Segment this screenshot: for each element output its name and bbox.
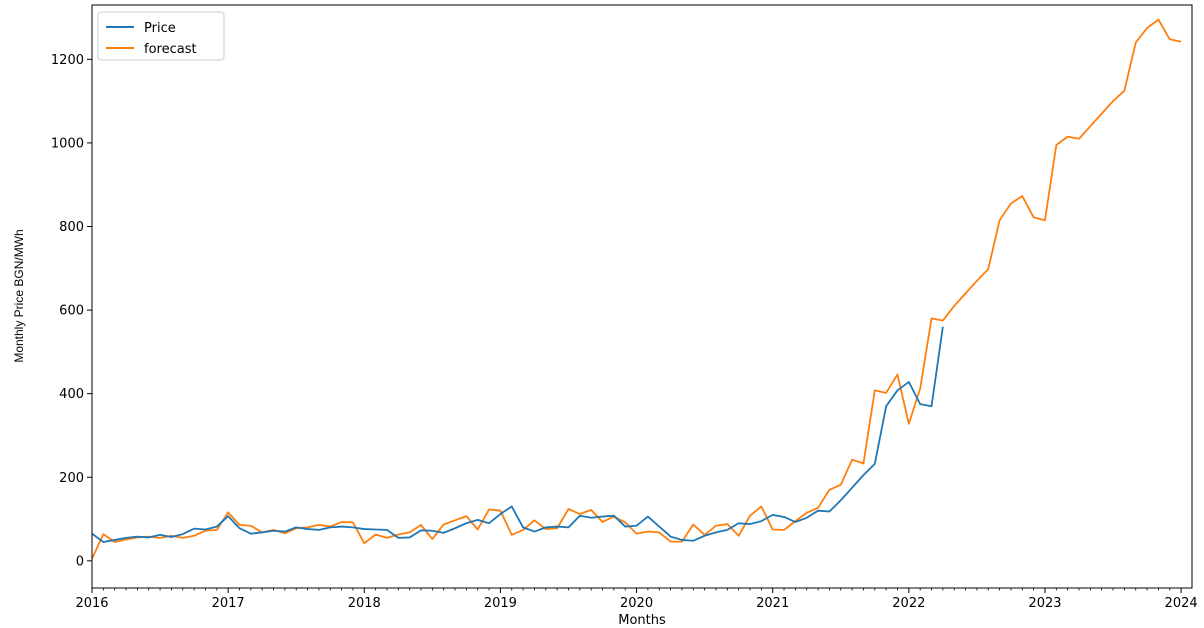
legend-price-label: Price <box>144 21 176 36</box>
plot-area <box>92 5 1192 588</box>
x-tick-label: 2022 <box>892 596 925 611</box>
x-tick-label: 2024 <box>1165 596 1198 611</box>
x-axis-label: Months <box>618 613 666 628</box>
x-tick-label: 2019 <box>484 596 517 611</box>
y-tick-label: 200 <box>59 471 84 486</box>
x-tick-label: 2018 <box>348 596 381 611</box>
x-tick-label: 2023 <box>1028 596 1061 611</box>
plot-frame <box>91 4 1193 589</box>
series-line-price <box>92 326 944 543</box>
y-axis: 0 200 400 600 800 1000 1200 <box>51 53 92 569</box>
y-tick-label: 600 <box>59 304 84 319</box>
series-layer <box>92 18 1182 560</box>
legend-forecast-label: forecast <box>144 42 197 57</box>
x-axis: 2016 2017 2018 2019 2020 2021 2022 2023 2024 <box>75 588 1198 611</box>
y-tick-label: 400 <box>59 387 84 402</box>
y-tick-label: 0 <box>76 554 84 569</box>
y-axis-label: Monthly Price BGN/MWh <box>12 229 26 362</box>
y-tick-label: 1200 <box>51 53 84 68</box>
y-tick-label: 1000 <box>51 136 84 151</box>
x-tick-label: 2020 <box>620 596 653 611</box>
y-tick-label: 800 <box>59 220 84 235</box>
x-tick-label: 2021 <box>756 596 789 611</box>
x-tick-label: 2016 <box>75 596 108 611</box>
x-tick-label: 2017 <box>212 596 245 611</box>
legend: Price forecast <box>97 11 225 61</box>
